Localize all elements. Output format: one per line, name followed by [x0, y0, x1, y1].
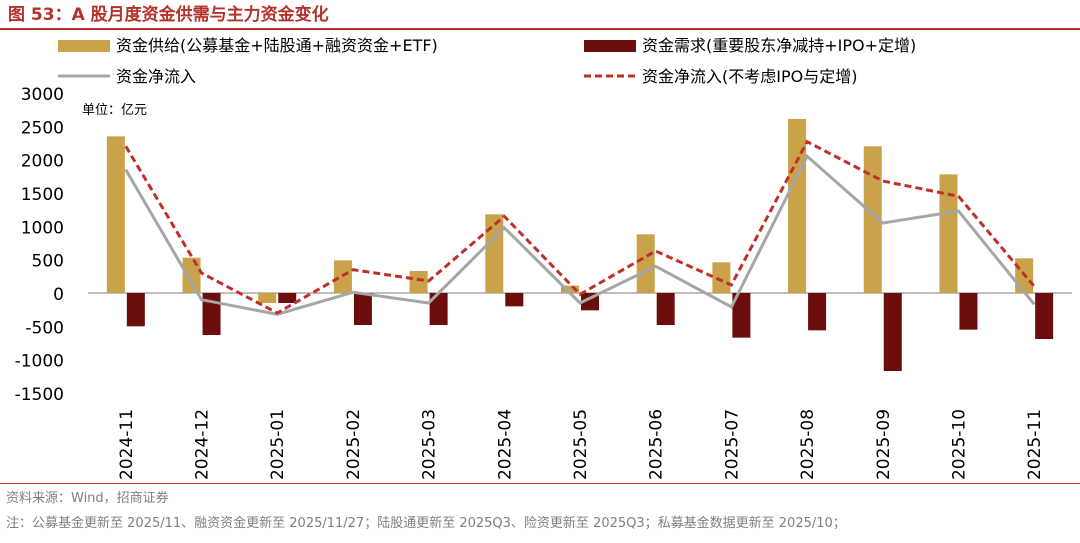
legend-label-net-ex: 资金净流入(不考虑IPO与定增)	[642, 67, 857, 86]
y-tick-label: 0	[53, 285, 64, 305]
y-tick-label: -1000	[15, 352, 64, 372]
legend-swatch-demand	[584, 40, 636, 52]
footer-divider	[0, 483, 1080, 484]
bar-demand-2025-10	[959, 293, 978, 330]
bar-demand-2025-01	[278, 293, 297, 303]
y-tick-label: 2500	[21, 118, 64, 138]
source-note: 资料来源：Wind，招商证券	[6, 491, 169, 506]
bar-demand-2025-07	[732, 293, 751, 338]
bar-demand-2024-11	[126, 293, 145, 327]
bar-demand-2025-03	[429, 293, 448, 325]
y-tick-label: 500	[32, 252, 64, 272]
y-tick-label: 1500	[21, 185, 64, 205]
x-axis: 2024-11 2024-12 2025-01 2025-02 2025-03 2025-…	[117, 409, 1045, 480]
unit-label: 单位：亿元	[82, 103, 147, 118]
bar-supply-2024-11	[106, 136, 125, 293]
bar-demand-2025-04	[505, 293, 524, 307]
bar-supply-2024-12	[182, 257, 201, 293]
y-tick-label: 1000	[21, 218, 64, 238]
line-net-inflow	[124, 153, 1036, 316]
bar-supply-2025-05	[561, 285, 579, 293]
x-tick-label-2025-08: 2025-08	[798, 409, 818, 480]
y-tick-label: -1500	[15, 385, 64, 405]
bar-supply-2025-04	[485, 214, 504, 293]
legend: 资金供给(公募基金+陆股通+融资资金+ETF) 资金需求(重要股东净减持+IPO…	[58, 36, 916, 86]
bar-supply-2025-08	[788, 119, 807, 293]
x-tick-label-2025-02: 2025-02	[344, 409, 364, 480]
x-tick-label-2025-10: 2025-10	[949, 409, 969, 480]
lines	[124, 139, 1036, 316]
x-tick-label-2025-11: 2025-11	[1025, 409, 1045, 480]
title-divider	[0, 28, 1080, 30]
x-tick-label-2025-05: 2025-05	[571, 409, 591, 480]
chart: 资金供给(公募基金+陆股通+融资资金+ETF) 资金需求(重要股东净减持+IPO…	[15, 36, 1072, 480]
bar-demand-2025-02	[353, 293, 372, 325]
y-tick-label: 2000	[21, 152, 64, 172]
y-tick-label: -500	[25, 318, 64, 338]
x-tick-label-2025-09: 2025-09	[874, 409, 894, 480]
x-tick-label-2025-01: 2025-01	[268, 409, 288, 480]
y-tick-label: 3000	[21, 85, 64, 105]
bar-supply-2025-06	[636, 234, 655, 293]
bar-supply-2025-10	[939, 174, 958, 293]
bar-demand-2025-08	[808, 293, 827, 331]
legend-label-supply: 资金供给(公募基金+陆股通+融资资金+ETF)	[116, 36, 438, 55]
bars	[106, 119, 1054, 371]
bar-supply-2025-03	[409, 271, 428, 293]
x-tick-label-2024-11: 2024-11	[117, 409, 137, 480]
legend-label-net: 资金净流入	[116, 67, 196, 86]
x-tick-label-2025-04: 2025-04	[495, 409, 515, 480]
x-tick-label-2025-06: 2025-06	[647, 409, 667, 480]
bar-supply-2025-07	[712, 262, 731, 293]
y-axis: 3000 2500 2000 1500 1000 500 0 -500 -1000 -1500	[15, 85, 1072, 405]
bar-demand-2025-09	[883, 293, 902, 371]
footnote: 注：公募基金更新至 2025/11、融资资金更新至 2025/11/27；陆股通…	[6, 516, 846, 531]
x-tick-label-2025-07: 2025-07	[722, 409, 742, 480]
bar-supply-2025-01	[258, 293, 277, 303]
line-net-inflow-ex-ipo	[124, 139, 1036, 315]
bar-demand-2025-11	[1035, 293, 1054, 339]
legend-label-demand: 资金需求(重要股东净减持+IPO+定增)	[642, 36, 916, 55]
bar-demand-2025-06	[656, 293, 675, 325]
bar-supply-2025-09	[863, 146, 882, 293]
page-title: 图 53：A 股月度资金供需与主力资金变化	[8, 5, 329, 25]
x-tick-label-2025-03: 2025-03	[420, 409, 440, 480]
legend-swatch-supply	[58, 40, 110, 52]
x-tick-label-2024-12: 2024-12	[193, 409, 213, 480]
